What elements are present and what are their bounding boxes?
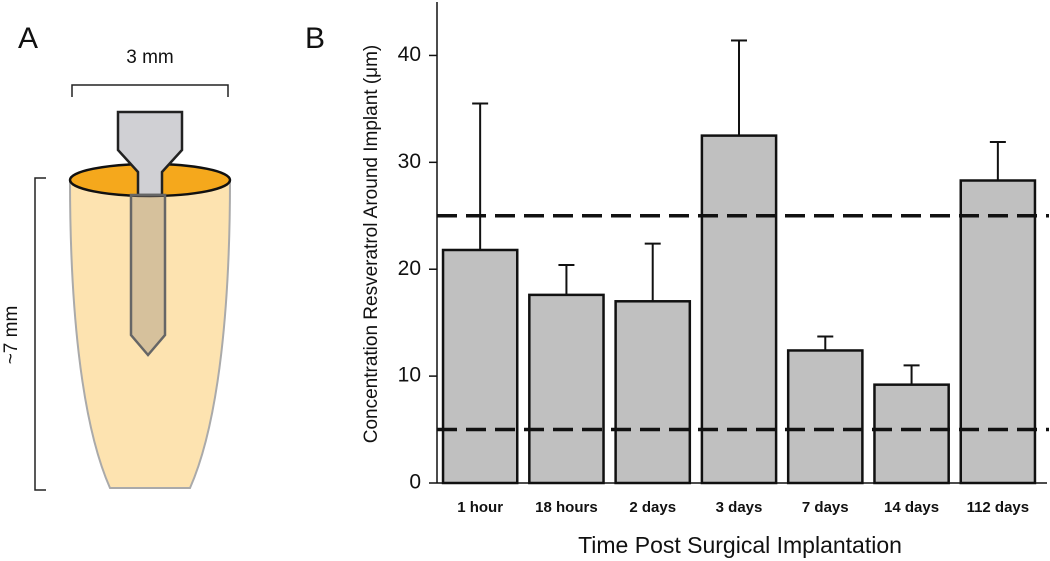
bar (441, 248, 519, 485)
panel-a: A 3 mm ~7 mm (1, 22, 232, 491)
bar (614, 300, 692, 485)
bar (873, 383, 950, 485)
y-tick-label: 30 (398, 150, 421, 173)
x-tick-label: 112 days (967, 499, 1030, 516)
x-tick-label: 1 hour (457, 499, 503, 516)
bar (528, 293, 605, 485)
post-stem (129, 193, 167, 357)
panel-label: A (18, 22, 38, 55)
bar (786, 349, 864, 485)
y-tick-label: 20 (398, 257, 421, 280)
panel-b: B Time Post Surgical Implantation Concen… (305, 2, 1049, 558)
x-tick-label: 14 days (884, 499, 939, 516)
x-tick-label: 7 days (802, 499, 849, 516)
y-tick-label: 10 (398, 364, 421, 387)
y-axis-label: Concentration Resveratrol Around Implant… (361, 45, 382, 444)
bar (959, 179, 1037, 485)
tissue (68, 179, 232, 489)
x-tick-label: 18 hours (535, 499, 598, 516)
x-axis-label: Time Post Surgical Implantation (578, 532, 902, 558)
y-tick-label: 0 (409, 471, 421, 494)
depth-bracket (34, 177, 46, 491)
x-tick-label: 3 days (716, 499, 763, 516)
panel-label: B (305, 22, 325, 55)
x-tick-label: 2 days (629, 499, 676, 516)
depth-label: ~7 mm (1, 306, 22, 365)
y-tick-label: 40 (398, 43, 421, 66)
width-label: 3 mm (126, 47, 174, 68)
width-bracket (71, 84, 229, 97)
